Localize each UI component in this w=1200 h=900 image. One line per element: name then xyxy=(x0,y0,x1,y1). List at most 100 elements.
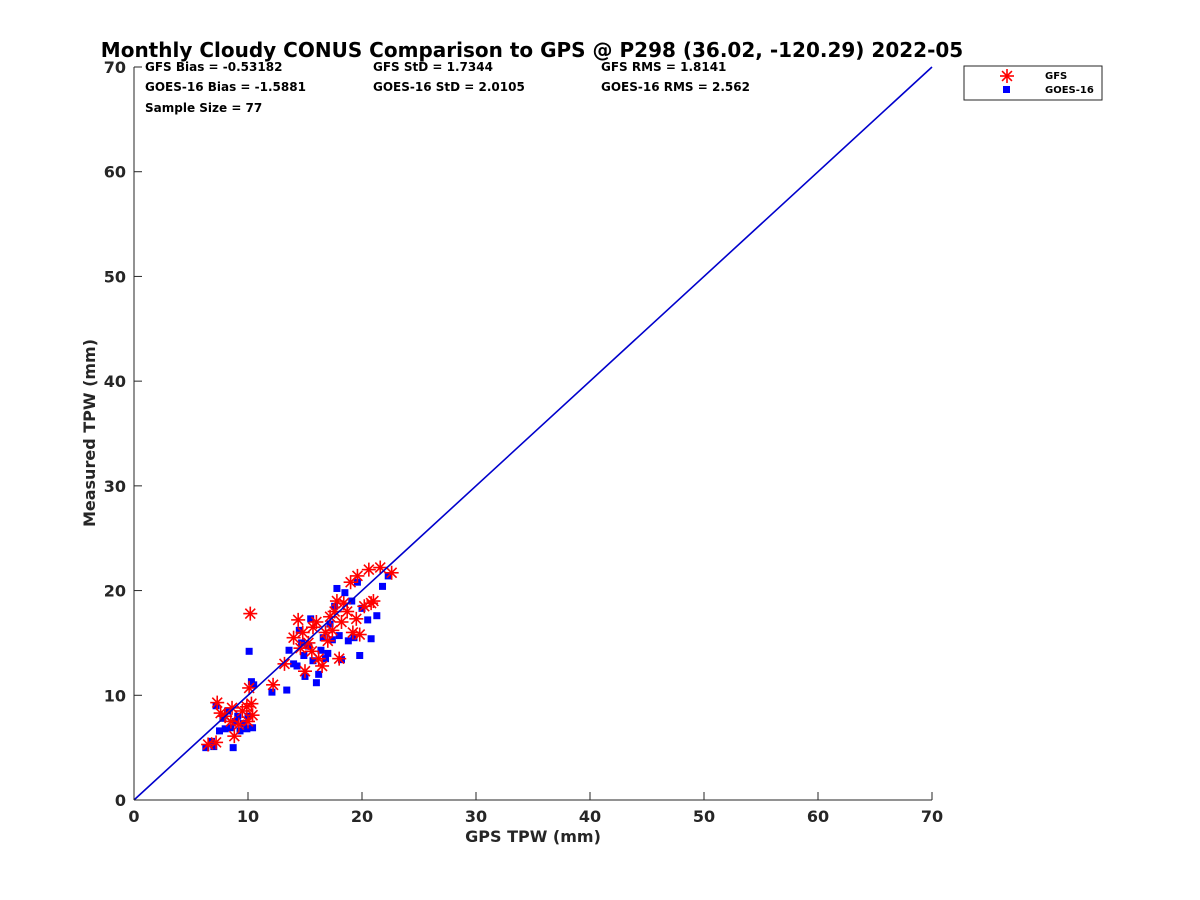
goes16-point xyxy=(268,688,276,696)
gfs-point xyxy=(301,635,316,650)
gfs-point xyxy=(227,729,242,744)
gfs-point xyxy=(225,700,240,715)
gfs-point xyxy=(201,737,216,752)
goes16-point xyxy=(243,725,251,733)
goes16-point xyxy=(317,646,325,654)
goes16-point xyxy=(350,634,358,642)
goes16-point xyxy=(295,626,303,634)
y-tick-label: 20 xyxy=(104,582,126,601)
x-tick-label: 40 xyxy=(579,807,601,826)
goes-rms-stat: GOES-16 RMS = 2.562 xyxy=(601,80,750,94)
gfs-point xyxy=(334,614,349,629)
sample-size-stat: Sample Size = 77 xyxy=(145,101,262,115)
goes16-point xyxy=(356,651,364,659)
goes16-point xyxy=(333,584,341,592)
goes16-point xyxy=(300,651,308,659)
x-tick-label: 0 xyxy=(128,807,139,826)
goes16-point xyxy=(315,670,323,678)
y-tick-label: 0 xyxy=(115,791,126,810)
gfs-point xyxy=(366,594,381,609)
gfs-point xyxy=(384,565,399,580)
goes16-point xyxy=(337,656,345,664)
legend-box xyxy=(963,65,1103,101)
goes16-point xyxy=(341,589,349,597)
goes16-point xyxy=(210,743,218,751)
goes-bias-stat: GOES-16 Bias = -1.5881 xyxy=(145,80,306,94)
x-tick-label: 50 xyxy=(693,807,715,826)
legend-gfs-label: GFS xyxy=(1045,71,1067,82)
y-tick-label: 50 xyxy=(104,267,126,286)
gfs-bias-stat: GFS Bias = -0.53182 xyxy=(145,60,282,74)
x-tick-label: 70 xyxy=(921,807,943,826)
x-tick-label: 30 xyxy=(465,807,487,826)
goes16-point xyxy=(319,634,327,642)
x-axis-ticks: 0 10 20 30 40 50 60 70 xyxy=(128,792,943,826)
gfs-point xyxy=(244,696,259,711)
y-tick-label: 10 xyxy=(104,686,126,705)
gfs-point xyxy=(266,677,281,692)
x-tick-label: 20 xyxy=(351,807,373,826)
goes16-point xyxy=(379,582,387,590)
goes16-point xyxy=(293,662,301,670)
gfs-point xyxy=(325,623,340,638)
goes16-point xyxy=(335,632,343,640)
goes16-point xyxy=(309,657,317,665)
gfs-point xyxy=(361,562,376,577)
gfs-point xyxy=(209,735,224,750)
gfs-point xyxy=(315,658,330,673)
gfs-point xyxy=(277,656,292,671)
legend-goes-label: GOES-16 xyxy=(1045,85,1094,96)
goes16-point xyxy=(249,724,257,732)
gfs-point xyxy=(298,664,312,679)
goes16-point xyxy=(328,636,336,644)
gfs-point xyxy=(309,614,324,629)
y-tick-label: 70 xyxy=(104,58,126,77)
chart-title: Monthly Cloudy CONUS Comparison to GPS @… xyxy=(101,38,963,62)
y-axis-label: Measured TPW (mm) xyxy=(80,339,99,527)
goes16-point xyxy=(245,647,253,655)
goes16-point xyxy=(223,707,231,715)
goes16-point xyxy=(373,612,381,620)
gfs-point xyxy=(295,625,310,640)
goes16-point xyxy=(283,686,291,694)
goes-std-stat: GOES-16 StD = 2.0105 xyxy=(373,80,525,94)
stats-annotations: GFS Bias = -0.53182 GFS StD = 1.7344 GFS… xyxy=(145,60,750,115)
gfs-point xyxy=(320,633,335,648)
gfs-point xyxy=(332,651,347,666)
gfs-point xyxy=(349,611,364,626)
legend-gfs-marker xyxy=(1000,69,1014,83)
gfs-point xyxy=(243,606,258,621)
goes16-point xyxy=(216,727,223,735)
goes16-point xyxy=(250,681,258,689)
gfs-point xyxy=(210,695,225,710)
y-tick-label: 40 xyxy=(104,372,126,391)
gfs-point xyxy=(291,612,306,627)
x-tick-label: 60 xyxy=(807,807,829,826)
y-axis-ticks: 0 10 20 30 40 50 60 70 xyxy=(104,58,142,810)
gfs-std-stat: GFS StD = 1.7344 xyxy=(373,60,493,74)
goes16-point xyxy=(344,637,352,645)
goes16-point xyxy=(285,646,293,654)
y-tick-label: 60 xyxy=(104,163,126,182)
goes16-point xyxy=(307,615,315,623)
goes16-point xyxy=(221,725,229,733)
data-points-layer xyxy=(133,66,933,801)
gfs-point xyxy=(245,708,260,723)
gfs-point xyxy=(350,568,365,583)
goes16-point xyxy=(324,649,332,657)
x-axis-label: GPS TPW (mm) xyxy=(465,827,601,846)
legend: GFS GOES-16 xyxy=(963,65,1103,101)
goes16-point xyxy=(229,744,237,752)
legend-goes-marker xyxy=(1003,86,1010,93)
goes16-point xyxy=(364,616,372,624)
gfs-point xyxy=(242,680,257,695)
goes16-point xyxy=(212,702,220,710)
goes16-point xyxy=(312,679,320,687)
goes16-point xyxy=(367,635,375,643)
one-to-one-reference-line xyxy=(133,66,933,801)
legend-gfs-asterisk xyxy=(1000,69,1014,83)
gfs-point xyxy=(340,604,355,619)
goes16-point xyxy=(326,620,334,628)
x-tick-label: 10 xyxy=(237,807,259,826)
